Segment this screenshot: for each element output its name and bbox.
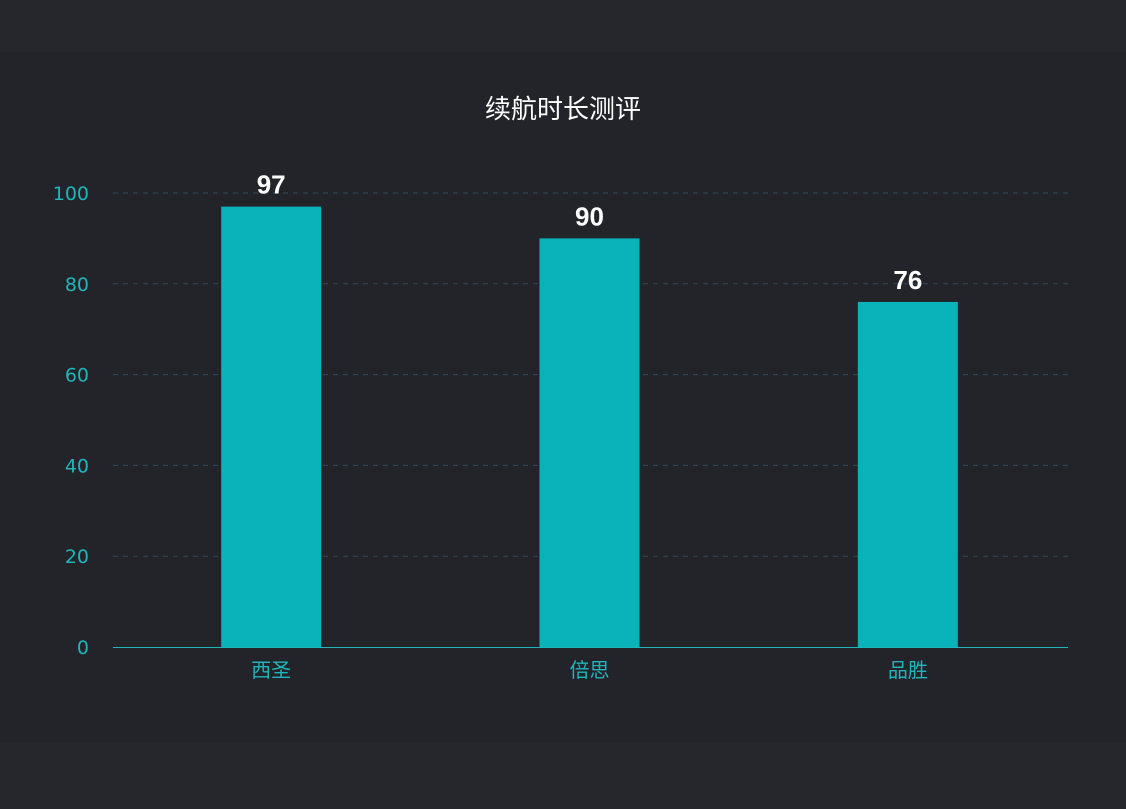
- y-axis-ticks: 0 20 40 60 80 100: [53, 183, 89, 659]
- y-tick-label: 80: [65, 274, 89, 296]
- bar-value-label: 97: [257, 170, 286, 200]
- bar-value-label: 76: [893, 265, 922, 295]
- bar-2: [857, 301, 958, 647]
- bars: [221, 206, 958, 647]
- bar-1: [539, 238, 640, 647]
- x-tick-label: 品胜: [888, 658, 928, 682]
- bar-value-label: 90: [575, 201, 604, 231]
- y-tick-label: 20: [65, 546, 89, 568]
- y-tick-label: 100: [53, 183, 89, 205]
- x-tick-label: 倍思: [570, 658, 610, 682]
- bar-value-labels: 97 90 76: [257, 170, 923, 295]
- x-tick-label: 西圣: [251, 658, 291, 682]
- y-tick-label: 60: [65, 365, 89, 387]
- x-axis-ticks: 西圣 倍思 品胜: [251, 658, 928, 682]
- bar-0: [221, 206, 322, 647]
- chart-title: 续航时长测评: [484, 95, 641, 125]
- y-tick-label: 0: [77, 637, 89, 659]
- y-tick-label: 40: [65, 455, 89, 477]
